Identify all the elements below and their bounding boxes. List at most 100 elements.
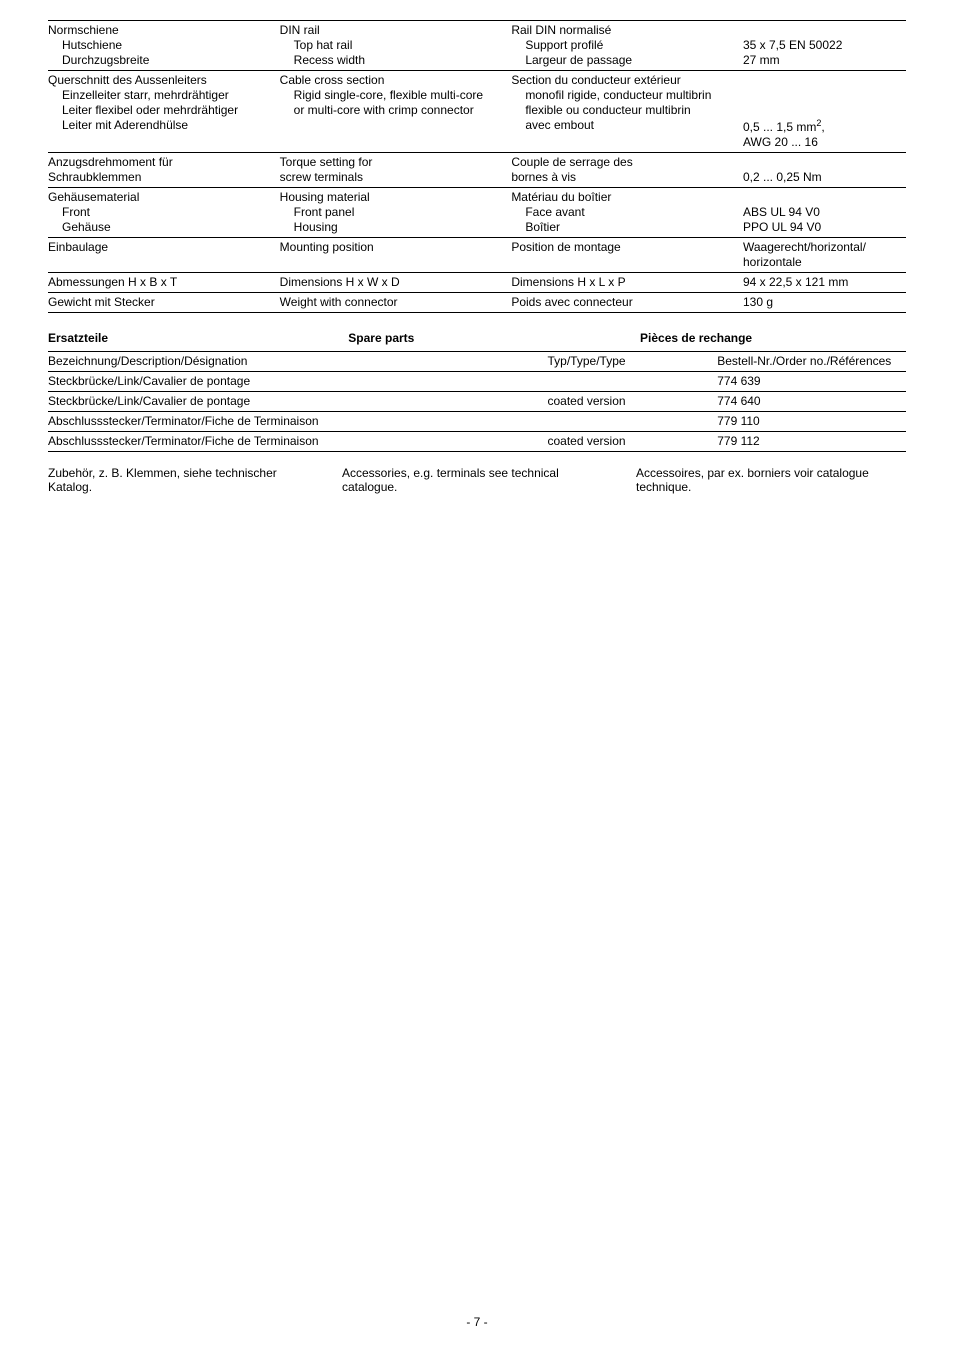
- col-order-no: Bestell-Nr./Order no./Références: [717, 352, 906, 372]
- spec-label: Housing material: [280, 190, 370, 204]
- table-row: Abmessungen H x B x T Dimensions H x W x…: [48, 273, 906, 293]
- table-rule: [48, 313, 906, 314]
- parts-type: [460, 412, 717, 432]
- spec-value: 0,2 ... 0,25 Nm: [743, 170, 822, 184]
- table-row: Einbaulage Mounting position Position de…: [48, 238, 906, 273]
- parts-order: 779 112: [717, 432, 906, 452]
- cell-en: Cable cross section Rigid single-core, f…: [280, 71, 512, 153]
- spec-label: Section du conducteur extérieur: [511, 73, 680, 87]
- cell-value: ABS UL 94 V0 PPO UL 94 V0: [743, 188, 906, 238]
- spec-sub: Housing: [280, 220, 508, 235]
- cell-de: Gehäusematerial Front Gehäuse: [48, 188, 280, 238]
- cell-fr: Couple de serrage desbornes à vis: [511, 153, 743, 188]
- cell-value: 94 x 22,5 x 121 mm: [743, 273, 906, 293]
- cell-en: Housing material Front panel Housing: [280, 188, 512, 238]
- parts-desc: Steckbrücke/Link/Cavalier de pontage: [48, 372, 460, 392]
- table-row: Abschlussstecker/Terminator/Fiche de Ter…: [48, 412, 906, 432]
- spec-sub: Recess width: [280, 53, 508, 68]
- cell-value: Waagerecht/horizontal/horizontale: [743, 238, 906, 273]
- spec-sub: monofil rigide, conducteur multibrin: [511, 88, 739, 103]
- spec-value: PPO UL 94 V0: [743, 220, 821, 234]
- spec-sub: Boîtier: [511, 220, 739, 235]
- header-fr: Pièces de rechange: [640, 331, 906, 345]
- cell-de: Querschnitt des Aussenleiters Einzelleit…: [48, 71, 280, 153]
- spec-label: Gehäusematerial: [48, 190, 139, 204]
- cell-value: 0,5 ... 1,5 mm2, AWG 20 ... 16: [743, 71, 906, 153]
- cell-fr: Matériau du boîtier Face avant Boîtier: [511, 188, 743, 238]
- parts-type: coated version: [460, 392, 717, 412]
- spec-label: Querschnitt des Aussenleiters: [48, 73, 207, 87]
- spec-sub: Durchzugsbreite: [48, 53, 276, 68]
- parts-desc: Abschlussstecker/Terminator/Fiche de Ter…: [48, 412, 460, 432]
- spec-value: 0,5 ... 1,5 mm2,: [743, 120, 825, 134]
- cell-en: Dimensions H x W x D: [280, 273, 512, 293]
- spec-sub: Support profilé: [511, 38, 739, 53]
- footnote-de: Zubehör, z. B. Klemmen, siehe technische…: [48, 466, 318, 494]
- spec-sub: Leiter flexibel oder mehrdrähtiger: [48, 103, 276, 118]
- cell-en: Torque setting forscrew terminals: [280, 153, 512, 188]
- table-row: Anzugsdrehmoment fürSchraubklemmen Torqu…: [48, 153, 906, 188]
- spec-label: DIN rail: [280, 23, 320, 37]
- cell-value: 130 g: [743, 293, 906, 313]
- header-de: Ersatzteile: [48, 331, 348, 345]
- spec-label: Normschiene: [48, 23, 119, 37]
- spec-sub: Largeur de passage: [511, 53, 739, 68]
- specs-table: Normschiene Hutschiene Durchzugsbreite D…: [48, 20, 906, 313]
- footnote-en: Accessories, e.g. terminals see technica…: [342, 466, 612, 494]
- cell-de: Abmessungen H x B x T: [48, 273, 280, 293]
- footnote-fr: Accessoires, par ex. borniers voir catal…: [636, 466, 906, 494]
- parts-desc: Abschlussstecker/Terminator/Fiche de Ter…: [48, 432, 460, 452]
- cell-fr: Rail DIN normalisé Support profilé Large…: [511, 21, 743, 71]
- spec-value: 35 x 7,5 EN 50022: [743, 38, 842, 52]
- spec-label: Cable cross section: [280, 73, 385, 87]
- spec-label: Matériau du boîtier: [511, 190, 611, 204]
- spec-sub: Front: [48, 205, 276, 220]
- spec-sub: avec embout: [511, 118, 739, 133]
- parts-type: coated version: [460, 432, 717, 452]
- parts-header-row: Bezeichnung/Description/Désignation Typ/…: [48, 352, 906, 372]
- spec-label: Rail DIN normalisé: [511, 23, 611, 37]
- spec-sub: Gehäuse: [48, 220, 276, 235]
- spec-sub: Face avant: [511, 205, 739, 220]
- cell-de: Normschiene Hutschiene Durchzugsbreite: [48, 21, 280, 71]
- cell-de: Anzugsdrehmoment fürSchraubklemmen: [48, 153, 280, 188]
- cell-fr: Dimensions H x L x P: [511, 273, 743, 293]
- cell-value: 0,2 ... 0,25 Nm: [743, 153, 906, 188]
- spec-sub: Rigid single-core, flexible multi-core: [280, 88, 508, 103]
- cell-fr: Poids avec connecteur: [511, 293, 743, 313]
- spare-parts-table: Bezeichnung/Description/Désignation Typ/…: [48, 351, 906, 452]
- table-row: Querschnitt des Aussenleiters Einzelleit…: [48, 71, 906, 153]
- cell-value: 35 x 7,5 EN 50022 27 mm: [743, 21, 906, 71]
- parts-desc: Steckbrücke/Link/Cavalier de pontage: [48, 392, 460, 412]
- spec-sub: or multi-core with crimp connector: [280, 103, 508, 118]
- cell-fr: Position de montage: [511, 238, 743, 273]
- spec-sub: Hutschiene: [48, 38, 276, 53]
- spec-sub: Einzelleiter starr, mehrdrähtiger: [48, 88, 276, 103]
- parts-order: 774 639: [717, 372, 906, 392]
- cell-en: Mounting position: [280, 238, 512, 273]
- table-row: Normschiene Hutschiene Durchzugsbreite D…: [48, 21, 906, 71]
- table-row: Steckbrücke/Link/Cavalier de pontage coa…: [48, 392, 906, 412]
- cell-de: Gewicht mit Stecker: [48, 293, 280, 313]
- footnotes: Zubehör, z. B. Klemmen, siehe technische…: [48, 466, 906, 494]
- page-number: - 7 -: [0, 1315, 954, 1329]
- table-row: Gewicht mit Stecker Weight with connecto…: [48, 293, 906, 313]
- col-description: Bezeichnung/Description/Désignation: [48, 352, 460, 372]
- cell-fr: Section du conducteur extérieur monofil …: [511, 71, 743, 153]
- header-en: Spare parts: [348, 331, 640, 345]
- spec-value: ABS UL 94 V0: [743, 205, 820, 219]
- spec-sub: flexible ou conducteur multibrin: [511, 103, 739, 118]
- spec-sub: Top hat rail: [280, 38, 508, 53]
- parts-order: 779 110: [717, 412, 906, 432]
- spare-parts-header: Ersatzteile Spare parts Pièces de rechan…: [48, 331, 906, 345]
- table-row: Gehäusematerial Front Gehäuse Housing ma…: [48, 188, 906, 238]
- col-type: Typ/Type/Type: [460, 352, 717, 372]
- table-row: Abschlussstecker/Terminator/Fiche de Ter…: [48, 432, 906, 452]
- spec-sub: Leiter mit Aderendhülse: [48, 118, 276, 133]
- parts-type: [460, 372, 717, 392]
- cell-en: DIN rail Top hat rail Recess width: [280, 21, 512, 71]
- cell-en: Weight with connector: [280, 293, 512, 313]
- cell-de: Einbaulage: [48, 238, 280, 273]
- table-row: Steckbrücke/Link/Cavalier de pontage 774…: [48, 372, 906, 392]
- parts-order: 774 640: [717, 392, 906, 412]
